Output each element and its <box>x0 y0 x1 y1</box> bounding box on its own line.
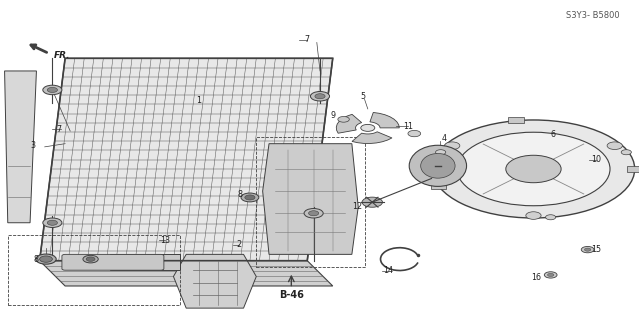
Circle shape <box>83 255 99 263</box>
Text: 2: 2 <box>237 241 242 249</box>
Text: B-46: B-46 <box>279 291 304 300</box>
FancyBboxPatch shape <box>62 254 164 270</box>
Circle shape <box>36 254 56 264</box>
Text: 9: 9 <box>330 111 335 120</box>
Circle shape <box>315 94 325 99</box>
Polygon shape <box>370 113 399 128</box>
Circle shape <box>621 150 632 155</box>
Text: FR.: FR. <box>54 51 71 60</box>
Circle shape <box>86 257 95 261</box>
Text: 14: 14 <box>383 266 393 275</box>
Text: 13: 13 <box>160 236 170 245</box>
Circle shape <box>547 273 554 277</box>
Circle shape <box>308 211 319 216</box>
Circle shape <box>581 247 594 253</box>
Circle shape <box>43 218 62 227</box>
Circle shape <box>338 116 349 122</box>
Circle shape <box>362 197 383 207</box>
Polygon shape <box>352 132 392 144</box>
FancyBboxPatch shape <box>508 116 524 123</box>
Text: 7: 7 <box>305 35 310 44</box>
Circle shape <box>584 248 591 251</box>
Circle shape <box>310 92 330 101</box>
Circle shape <box>43 85 62 95</box>
Ellipse shape <box>432 120 635 218</box>
Text: 1: 1 <box>196 97 202 106</box>
Text: 5: 5 <box>360 92 365 101</box>
Circle shape <box>40 256 52 262</box>
FancyBboxPatch shape <box>627 166 640 172</box>
Circle shape <box>47 87 58 93</box>
Text: 16: 16 <box>532 273 541 282</box>
Polygon shape <box>109 254 180 270</box>
Circle shape <box>526 212 541 219</box>
Text: 12: 12 <box>352 202 362 211</box>
Circle shape <box>408 130 420 137</box>
Ellipse shape <box>457 132 610 206</box>
Text: 15: 15 <box>591 245 601 254</box>
Text: 8: 8 <box>238 190 243 199</box>
Text: S3Y3- B5800: S3Y3- B5800 <box>566 11 620 20</box>
Circle shape <box>245 195 255 200</box>
Polygon shape <box>336 114 362 133</box>
Circle shape <box>436 150 445 155</box>
Polygon shape <box>4 71 36 223</box>
Circle shape <box>304 209 323 218</box>
Text: 4: 4 <box>442 134 447 144</box>
Circle shape <box>361 124 375 131</box>
FancyBboxPatch shape <box>431 183 447 189</box>
Circle shape <box>241 193 259 202</box>
Ellipse shape <box>420 153 455 178</box>
Text: 6: 6 <box>550 130 555 139</box>
Text: 11: 11 <box>403 122 413 131</box>
Circle shape <box>545 215 556 220</box>
Circle shape <box>607 142 622 150</box>
Circle shape <box>506 155 561 183</box>
Ellipse shape <box>409 145 467 186</box>
Circle shape <box>47 220 58 225</box>
Polygon shape <box>40 261 333 286</box>
Text: 8: 8 <box>33 255 38 263</box>
Text: 3: 3 <box>31 141 36 150</box>
Text: 7: 7 <box>56 125 61 134</box>
Circle shape <box>544 272 557 278</box>
Circle shape <box>445 142 460 150</box>
Polygon shape <box>40 58 333 261</box>
Text: 10: 10 <box>591 155 601 164</box>
Polygon shape <box>173 254 256 308</box>
Polygon shape <box>262 144 358 254</box>
